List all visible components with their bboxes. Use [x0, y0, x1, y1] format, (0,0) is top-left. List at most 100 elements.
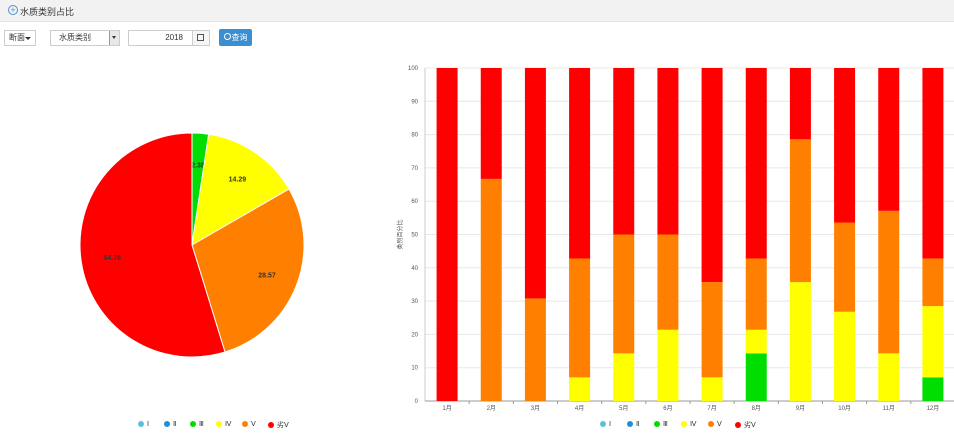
y-tick-label: 60: [411, 199, 418, 205]
bar-segment[interactable]: [613, 68, 635, 235]
legend-item[interactable]: 劣Ⅴ: [268, 420, 289, 430]
bar-segment[interactable]: [922, 377, 944, 401]
legend-dot-icon: [708, 421, 714, 428]
legend-label: Ⅲ: [199, 421, 204, 428]
bar-segment[interactable]: [789, 282, 811, 401]
x-tick-label: 3月: [531, 405, 540, 412]
bar-segment[interactable]: [657, 234, 679, 330]
section-dropdown[interactable]: 断面: [4, 30, 36, 46]
x-tick-label: 4月: [575, 405, 584, 412]
page-title: 水质类别占比: [20, 7, 75, 17]
legend-item[interactable]: Ⅳ: [681, 420, 696, 428]
bar-segment[interactable]: [569, 258, 591, 378]
legend-dot-icon: [654, 421, 660, 428]
legend-item[interactable]: Ⅲ: [654, 420, 668, 428]
legend-item[interactable]: Ⅰ: [600, 420, 611, 428]
section-dropdown-label: 断面: [9, 33, 25, 42]
legend-item[interactable]: Ⅱ: [164, 420, 176, 428]
pie-slice-3[interactable]: [191, 188, 305, 353]
legend-item[interactable]: Ⅱ: [627, 420, 639, 428]
bar-segment[interactable]: [922, 306, 944, 378]
legend-label: Ⅱ: [636, 421, 640, 428]
bar-segment[interactable]: [524, 68, 546, 299]
bar-segment[interactable]: [878, 210, 900, 354]
x-tick-label: 9月: [796, 405, 805, 412]
legend-label: Ⅴ: [717, 421, 722, 428]
legend-label: Ⅳ: [690, 421, 697, 428]
legend-label: Ⅰ: [609, 421, 612, 428]
x-tick-label: 11月: [883, 405, 895, 412]
bar-segment[interactable]: [569, 377, 591, 401]
pie-slice-label: 2.38: [191, 163, 205, 170]
legend-item[interactable]: Ⅴ: [242, 420, 256, 428]
bar-segment[interactable]: [745, 329, 767, 354]
bar-segment[interactable]: [745, 258, 767, 330]
bar-segment[interactable]: [480, 178, 502, 401]
bar-segment[interactable]: [834, 311, 856, 401]
bar-segment[interactable]: [657, 329, 679, 401]
y-tick-label: 20: [411, 332, 418, 338]
bar-segment[interactable]: [789, 139, 811, 283]
pie-slice-label: 14.29: [229, 176, 247, 183]
bar-segment[interactable]: [834, 222, 856, 312]
query-button[interactable]: 查询: [219, 29, 252, 46]
bar-segment[interactable]: [524, 298, 546, 401]
bar-segment[interactable]: [569, 68, 591, 259]
y-tick-label: 100: [408, 66, 419, 72]
bar-segment[interactable]: [701, 68, 723, 283]
legend-label: Ⅰ: [147, 421, 150, 428]
bar-segment[interactable]: [745, 68, 767, 259]
x-tick-label: 10月: [838, 405, 851, 412]
bar-segment[interactable]: [745, 353, 767, 401]
y-tick-label: 40: [411, 266, 418, 272]
bar-segment[interactable]: [436, 68, 458, 401]
legend-label: 劣Ⅴ: [744, 422, 756, 429]
legend-label: 劣Ⅴ: [277, 422, 289, 429]
pie-slice-4[interactable]: [79, 132, 226, 358]
legend-item[interactable]: 劣Ⅴ: [735, 420, 756, 430]
type-select-value: 水质类别: [59, 33, 91, 42]
x-tick-label: 5月: [619, 405, 628, 412]
select-arrow-button[interactable]: [109, 31, 119, 45]
year-value: 2018: [165, 33, 183, 42]
bar-segment[interactable]: [789, 68, 811, 140]
bar-segment[interactable]: [834, 68, 856, 223]
x-tick-label: 7月: [707, 405, 716, 412]
x-tick-label: 8月: [752, 405, 761, 412]
y-tick-label: 90: [411, 99, 418, 105]
legend-item[interactable]: Ⅳ: [216, 420, 231, 428]
legend-item[interactable]: Ⅲ: [190, 420, 204, 428]
bar-segment[interactable]: [657, 68, 679, 235]
y-tick-label: 50: [411, 233, 418, 239]
pie-slice-2[interactable]: [191, 133, 290, 246]
x-tick-label: 1月: [442, 405, 451, 412]
bar-segment[interactable]: [701, 377, 723, 401]
legend-dot-icon: [268, 422, 274, 429]
bar-segment[interactable]: [480, 68, 502, 179]
x-tick-label: 12月: [927, 405, 940, 412]
bar-segment[interactable]: [878, 353, 900, 401]
bar-segment[interactable]: [922, 68, 944, 259]
calendar-button[interactable]: [192, 31, 209, 45]
legend-item[interactable]: Ⅴ: [708, 420, 722, 428]
legend-dot-icon: [138, 421, 144, 428]
legend-label: Ⅴ: [251, 421, 256, 428]
y-axis-label: 类别百分比: [396, 219, 404, 249]
x-tick-label: 2月: [487, 405, 496, 412]
legend-dot-icon: [627, 421, 633, 428]
legend-dot-icon: [600, 421, 606, 428]
type-select[interactable]: 水质类别: [50, 30, 120, 46]
bar-segment[interactable]: [701, 282, 723, 378]
bar-segment[interactable]: [613, 353, 635, 401]
year-input[interactable]: 2018: [128, 30, 210, 46]
y-tick-label: 10: [411, 366, 418, 372]
y-tick-label: 30: [411, 299, 418, 305]
bar-segment[interactable]: [613, 234, 635, 354]
bar-segment[interactable]: [878, 68, 900, 211]
legend-dot-icon: [242, 421, 248, 428]
bar-segment[interactable]: [922, 258, 944, 307]
plus-circle-icon: +: [8, 5, 18, 15]
legend-item[interactable]: Ⅰ: [138, 420, 149, 428]
